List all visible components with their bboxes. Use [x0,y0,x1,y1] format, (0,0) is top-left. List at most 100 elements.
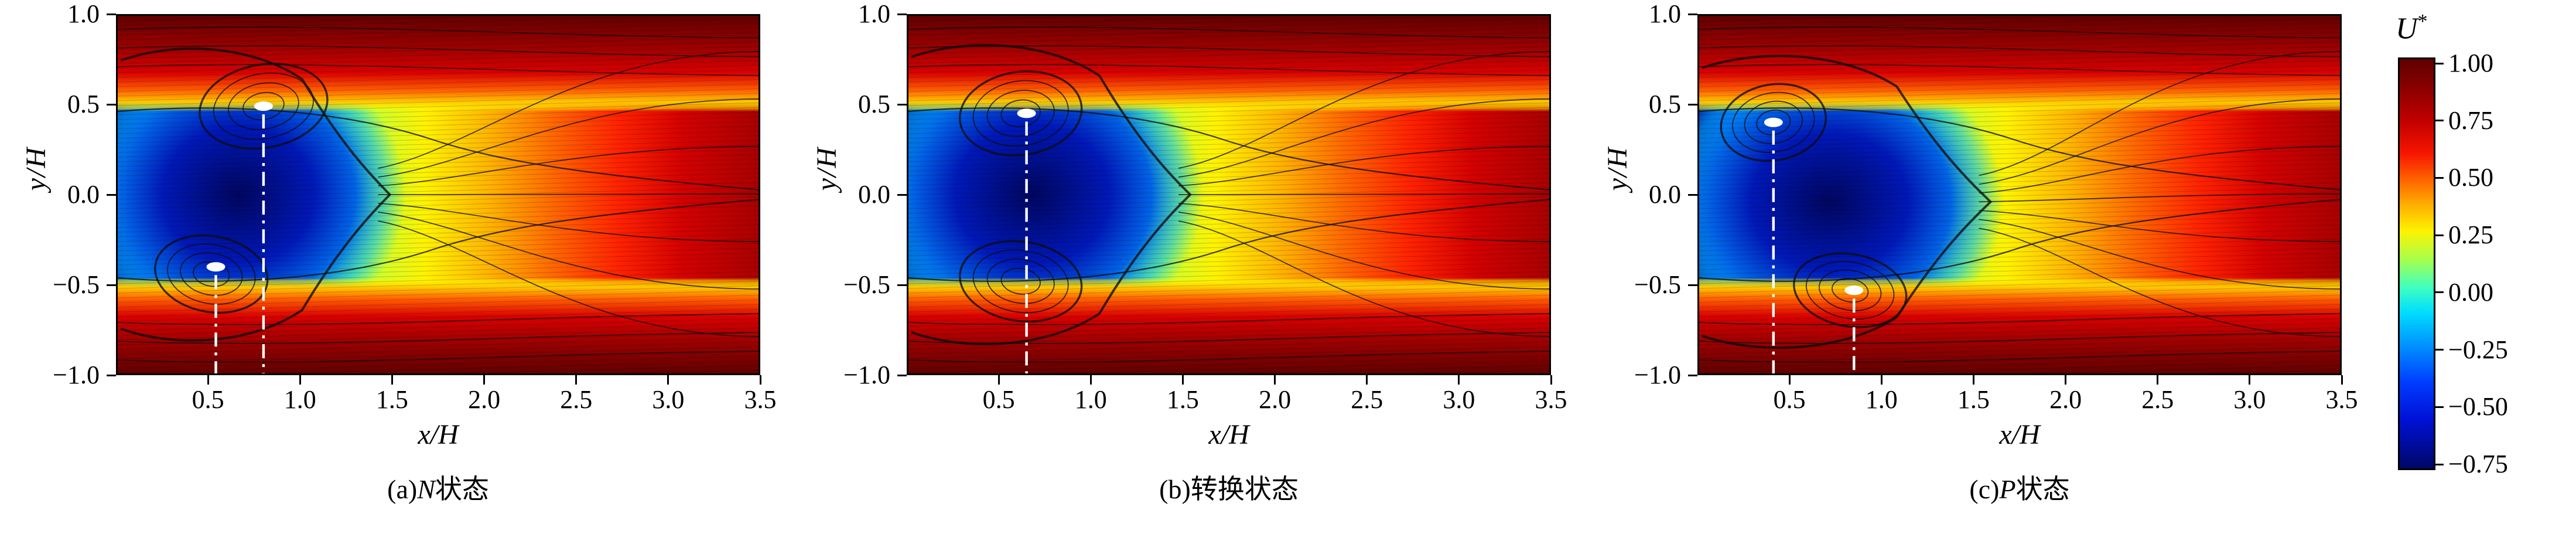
panel-a: y/H 1.0 0.5 0.0 −0.5 −1.0 0.5 1.0 1.5 2.0 2.5 3.0 3.… [8,0,799,544]
vortex-swirl [199,63,329,150]
x-tick-mark [207,375,209,385]
flow-field-svg [907,14,1551,375]
x-tick-label: 3.0 [2233,385,2266,414]
flow-field-svg [116,14,760,375]
x-axis-label: x/H [1208,419,1249,450]
x-tick-label: 3.5 [1535,385,1567,414]
colorbar-variable: U [2396,12,2418,46]
panel-caption: (c)P状态 [1697,468,2342,506]
x-tick-mark [2249,375,2251,385]
panel-caption: (b)转换状态 [907,468,1551,506]
recirculation-outline [1702,55,1993,349]
x-tick-label: 1.5 [1957,385,1990,414]
vortex-swirl [154,234,269,314]
y-tick-mark [107,193,116,196]
x-tick-label: 2.5 [1351,385,1383,414]
x-tick-mark [1274,375,1276,385]
x-tick-mark [759,375,761,385]
y-tick-mark [1688,374,1697,376]
y-tick-mark [897,374,907,376]
recirculation-outline [911,44,1192,345]
x-axis-label: x/H [1999,419,2040,450]
flow-plot-b [907,14,1551,375]
caption-prefix: (c) [1969,474,2000,504]
flow-plot-c [1697,14,2342,375]
x-tick-mark [299,375,301,385]
vortex-swirl [1720,83,1827,162]
colorbar-tick-label: −0.25 [2448,335,2508,364]
vortex-swirl [1793,252,1908,328]
x-tick-mark [483,375,486,385]
x-tick-label: 0.5 [192,385,224,414]
y-tick-mark [897,284,907,286]
x-tick-mark [1550,375,1552,385]
caption-emphasis: P [1999,474,2016,504]
colorbar-tick-label: 0.50 [2448,163,2493,192]
plot-border [907,14,1551,375]
streamlines [1697,26,2342,363]
x-tick-label: 1.5 [375,385,408,414]
x-tick-label: 2.0 [468,385,501,414]
x-tick-mark [1181,375,1184,385]
y-tick-mark [1688,13,1697,15]
y-tick-label: 0.5 [1649,90,1681,118]
caption-suffix: 转换状态 [1190,474,1299,504]
y-tick-mark [897,193,907,196]
x-tick-label: 2.0 [1259,385,1292,414]
y-tick-label: 1.0 [67,0,100,28]
caption-suffix: 状态 [2015,474,2070,504]
x-axis-label: x/H [418,419,459,450]
y-tick-mark [107,374,116,376]
y-tick-mark [1688,193,1697,196]
x-tick-mark [997,375,1000,385]
colorbar-superscript: * [2417,11,2428,32]
colorbar-tick-label: 0.75 [2448,106,2493,135]
y-tick-label: 0.5 [67,90,100,118]
panel-b: y/H 1.0 0.5 0.0 −0.5 −1.0 0.5 1.0 1.5 2.0 2.5 3.0 3.… [799,0,1590,544]
x-tick-label: 2.5 [560,385,593,414]
colorbar-tick-mark [2435,120,2444,122]
y-tick-label: 1.0 [1649,0,1681,28]
x-tick-mark [391,375,393,385]
y-tick-mark [897,13,907,15]
colorbar-tick-label: 1.00 [2448,49,2493,77]
vortex-center-marker [1764,117,1783,127]
streamlines [116,26,760,363]
x-tick-label: 3.5 [2325,385,2358,414]
x-tick-label: 1.5 [1166,385,1199,414]
y-tick-mark [897,103,907,106]
x-tick-label: 1.0 [283,385,316,414]
y-tick-label: −1.0 [843,361,890,389]
vortex-center-lines [206,101,273,373]
panels-row: y/H 1.0 0.5 0.0 −0.5 −1.0 0.5 1.0 1.5 2.0 2.5 3.0 3.… [8,0,2380,544]
vortex-center-marker [1844,285,1864,295]
y-tick-mark [107,103,116,106]
colorbar-tick-label: −0.50 [2448,392,2508,421]
y-tick-mark [1688,284,1697,286]
y-tick-label: −0.5 [53,270,100,299]
colorbar-label: U* [2396,11,2428,46]
y-tick-label: 1.0 [858,0,890,28]
x-tick-label: 2.0 [2049,385,2082,414]
vortex-center-lines [1764,117,1864,373]
colorbar-tick-label: −0.75 [2448,450,2508,478]
x-tick-label: 3.5 [744,385,777,414]
x-tick-label: 3.0 [652,385,685,414]
vortex-center-marker [1017,108,1036,118]
caption-prefix: (b) [1159,474,1191,504]
caption-emphasis: N [417,474,435,504]
flow-field-svg [1697,14,2342,375]
x-tick-mark [1089,375,1092,385]
x-tick-label: 0.5 [1773,385,1806,414]
y-tick-label: −0.5 [843,270,890,299]
y-tick-mark [1688,103,1697,106]
y-tick-mark [107,284,116,286]
x-tick-mark [575,375,578,385]
flow-plot-a [116,14,760,375]
caption-prefix: (a) [387,474,418,504]
recirculation-outline [120,47,392,342]
y-tick-label: −1.0 [1634,361,1681,389]
colorbar-tick-mark [2435,62,2444,64]
colorbar-tick-mark [2435,349,2444,351]
